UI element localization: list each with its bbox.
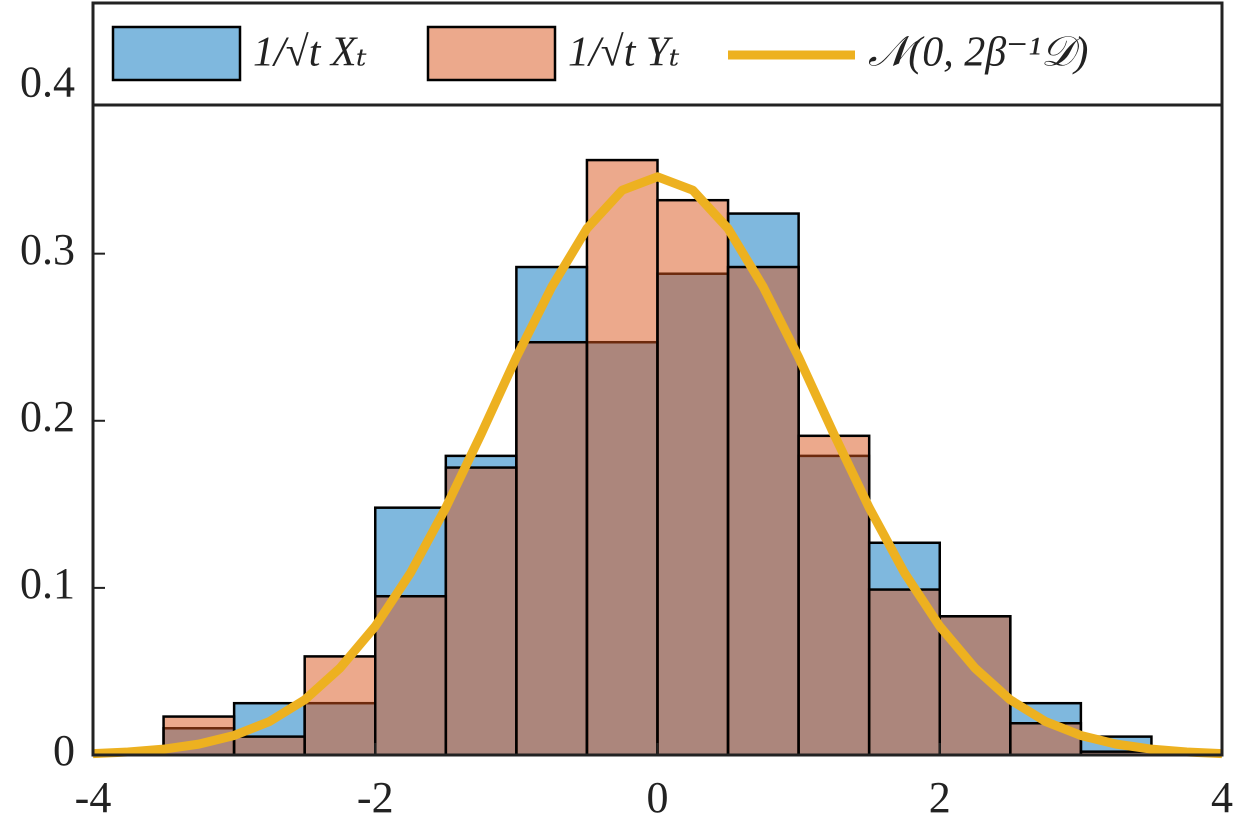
histogram-bar	[585, 158, 659, 757]
histogram-bar	[232, 735, 306, 757]
x-tick-label: -4	[75, 773, 112, 822]
y-tick-label: 0.2	[20, 392, 75, 441]
density-curve	[92, 172, 1223, 759]
histogram-bar	[726, 265, 800, 757]
x-tick-label: 2	[929, 773, 951, 822]
histogram-bar	[656, 198, 730, 757]
legend-box	[91, 1, 1224, 107]
y-tick-label: 0.4	[20, 58, 75, 107]
x-tick-label: 4	[1211, 773, 1233, 822]
histogram-bar	[515, 340, 589, 757]
legend-swatch	[426, 25, 557, 82]
histogram-bar	[867, 588, 941, 757]
y-tick-label: 0.1	[20, 559, 75, 608]
histogram-bar	[444, 466, 518, 757]
x-tick-label: 0	[647, 773, 669, 822]
legend-label: 𝒩(0, 2β⁻¹𝒟)	[868, 30, 1088, 76]
x-tick-label: -2	[357, 773, 394, 822]
y-tick-label: 0	[53, 726, 75, 775]
legend-label: 1/√t Xₜ	[253, 30, 367, 76]
y-tick-label: 0.3	[20, 225, 75, 274]
histogram-bar	[374, 594, 448, 757]
legend-swatch	[111, 25, 242, 82]
legend-label: 1/√t Yₜ	[568, 30, 680, 76]
